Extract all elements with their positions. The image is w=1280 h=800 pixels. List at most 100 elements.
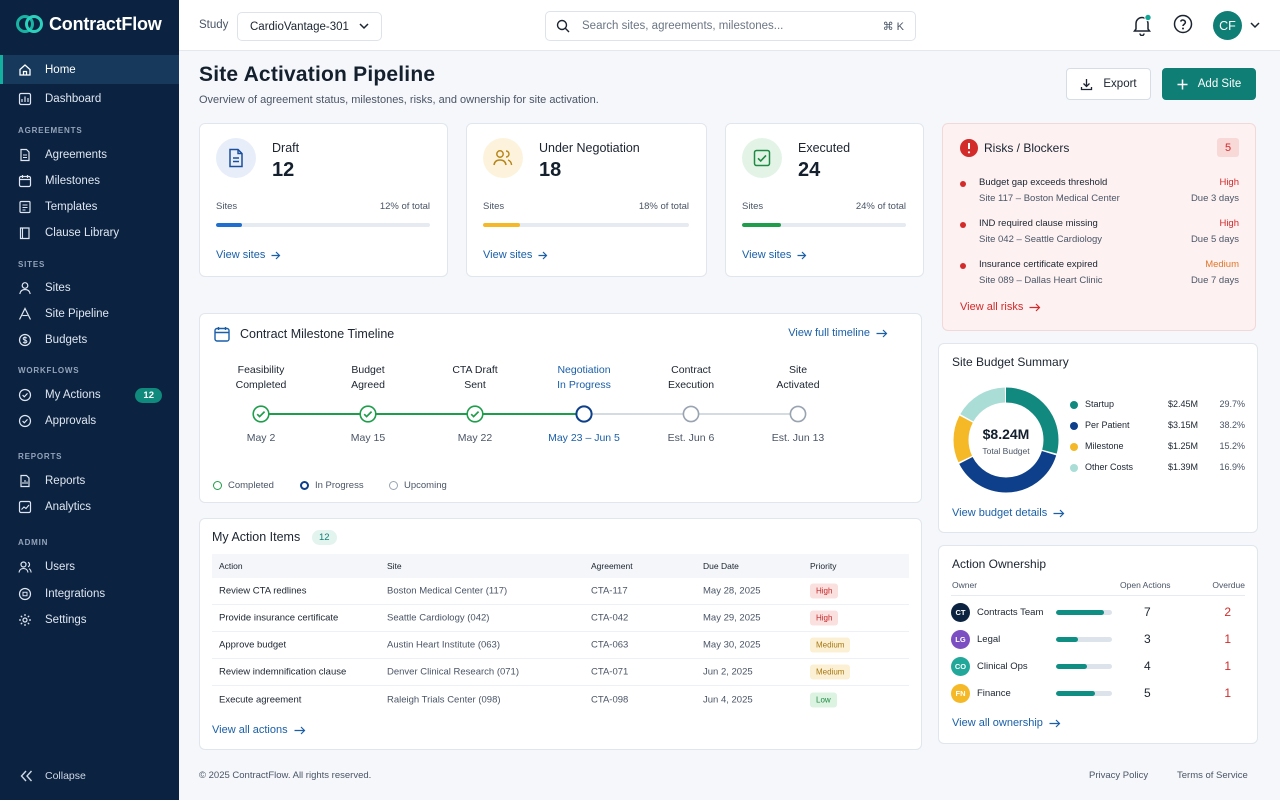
stat-title: Draft bbox=[272, 141, 300, 155]
legend-name: Other Costs bbox=[1085, 462, 1134, 472]
step-completed-check-icon[interactable] bbox=[252, 405, 270, 423]
timeline-line-completed bbox=[261, 413, 583, 415]
view-all-actions-link[interactable]: View all actions bbox=[212, 724, 306, 736]
view-all-risks-link[interactable]: View all risks bbox=[960, 301, 1041, 313]
timeline-step-date: May 23 – Jun 5 bbox=[548, 432, 620, 444]
bell-icon bbox=[1133, 14, 1152, 36]
section-label-agreements: AGREEMENTS bbox=[18, 126, 83, 135]
step-upcoming-icon[interactable] bbox=[682, 405, 700, 423]
stat-value: 18 bbox=[539, 159, 562, 181]
owner-open-actions: 3 bbox=[1144, 632, 1151, 646]
nav-dashboard[interactable]: Dashboard bbox=[0, 86, 179, 112]
book-icon bbox=[18, 226, 32, 240]
view-all-ownership-link[interactable]: View all ownership bbox=[952, 717, 1061, 729]
nav-analytics-label: Analytics bbox=[45, 501, 92, 513]
help-button[interactable] bbox=[1173, 14, 1193, 34]
privacy-policy-link[interactable]: Privacy Policy bbox=[1089, 770, 1149, 781]
owner-name: Legal bbox=[977, 634, 1001, 645]
nav-settings[interactable]: Settings bbox=[0, 607, 179, 633]
add-site-button[interactable]: Add Site bbox=[1162, 68, 1256, 100]
nav-site-pipeline[interactable]: Site Pipeline bbox=[0, 301, 179, 327]
view-full-timeline-link[interactable]: View full timeline bbox=[788, 327, 888, 339]
users-icon bbox=[18, 560, 32, 574]
dashboard-icon bbox=[18, 92, 32, 106]
owner-load-fill bbox=[1056, 664, 1087, 669]
stat-sites-label: Sites bbox=[742, 201, 764, 212]
step-upcoming-icon[interactable] bbox=[789, 405, 807, 423]
export-button[interactable]: Export bbox=[1066, 68, 1151, 100]
report-icon bbox=[18, 474, 32, 488]
legend-amount: $3.15M bbox=[1168, 420, 1199, 430]
nav-integrations[interactable]: Integrations bbox=[0, 581, 179, 607]
add-site-label: Add Site bbox=[1197, 78, 1242, 90]
view-sites-link[interactable]: View sites bbox=[742, 249, 807, 261]
priority-badge: High bbox=[810, 610, 839, 626]
nav-clause-library[interactable]: Clause Library bbox=[0, 220, 179, 246]
priority-badge: Medium bbox=[810, 664, 851, 680]
risk-item[interactable]: Budget gap exceeds threshold Site 117 – … bbox=[960, 177, 1239, 209]
risk-item[interactable]: Insurance certificate expired Site 089 –… bbox=[960, 259, 1239, 291]
donut-slice-startup[interactable] bbox=[953, 387, 1059, 493]
legend-amount: $1.25M bbox=[1168, 441, 1199, 451]
view-sites-link[interactable]: View sites bbox=[483, 249, 548, 261]
timeline-step-date: Est. Jun 6 bbox=[667, 432, 715, 444]
legend-swatch bbox=[1070, 443, 1078, 451]
step-completed-check-icon[interactable] bbox=[359, 405, 377, 423]
legend-swatch bbox=[1070, 464, 1078, 472]
table-row[interactable]: Review CTA redlines Boston Medical Cente… bbox=[212, 578, 909, 605]
terms-of-service-link[interactable]: Terms of Service bbox=[1177, 770, 1248, 781]
nav-my-actions[interactable]: My Actions 12 bbox=[0, 382, 179, 408]
view-budget-details-link[interactable]: View budget details bbox=[952, 507, 1065, 519]
budget-title: Site Budget Summary bbox=[952, 355, 1069, 369]
study-select[interactable]: CardioVantage-301 bbox=[237, 12, 382, 41]
step-completed-check-icon[interactable] bbox=[466, 405, 484, 423]
table-row[interactable]: Review indemnification clause Denver Cli… bbox=[212, 659, 909, 686]
chevron-down-icon bbox=[1250, 22, 1260, 29]
account-menu-button[interactable] bbox=[1250, 22, 1260, 29]
collapse-sidebar-button[interactable]: Collapse bbox=[20, 770, 86, 782]
search-input[interactable] bbox=[582, 20, 862, 32]
donut-slice-milestone[interactable] bbox=[953, 387, 1059, 493]
risks-title: Risks / Blockers bbox=[984, 141, 1070, 155]
nav-analytics[interactable]: Analytics bbox=[0, 494, 179, 520]
nav-templates[interactable]: Templates bbox=[0, 194, 179, 220]
nav-reports[interactable]: Reports bbox=[0, 468, 179, 494]
cell-action: Review indemnification clause bbox=[219, 666, 347, 678]
nav-home[interactable]: Home bbox=[0, 55, 179, 84]
nav-sites[interactable]: Sites bbox=[0, 275, 179, 301]
nav-users-label: Users bbox=[45, 561, 76, 573]
ownership-row[interactable]: CO Clinical Ops 4 1 bbox=[951, 653, 1245, 680]
app-logo[interactable]: ContractFlow bbox=[16, 13, 162, 35]
ownership-row[interactable]: CT Contracts Team 7 2 bbox=[951, 599, 1245, 626]
nav-agreements[interactable]: Agreements bbox=[0, 142, 179, 168]
legend-upcoming: Upcoming bbox=[389, 480, 447, 491]
risk-site: Site 089 – Dallas Heart Clinic bbox=[979, 275, 1103, 286]
donut-slice-per-patient[interactable] bbox=[953, 387, 1059, 493]
view-sites-link[interactable]: View sites bbox=[216, 249, 281, 261]
user-avatar[interactable]: CF bbox=[1213, 11, 1242, 40]
column-header-agreement: Agreement bbox=[591, 561, 633, 571]
table-row[interactable]: Provide insurance certificate Seattle Ca… bbox=[212, 605, 909, 632]
step-label-line2: Sent bbox=[464, 379, 486, 391]
ownership-title: Action Ownership bbox=[952, 557, 1047, 571]
nav-users[interactable]: Users bbox=[0, 554, 179, 580]
table-row[interactable]: Execute agreement Raleigh Trials Center … bbox=[212, 686, 909, 713]
step-in-progress-icon[interactable] bbox=[575, 405, 593, 423]
app-name: ContractFlow bbox=[49, 13, 162, 34]
table-row[interactable]: Approve budget Austin Heart Institute (0… bbox=[212, 632, 909, 659]
owner-load-fill bbox=[1056, 637, 1079, 642]
owner-overdue: 2 bbox=[1224, 605, 1231, 619]
nav-approvals[interactable]: Approvals bbox=[0, 408, 179, 434]
search-icon bbox=[556, 19, 570, 33]
nav-budgets[interactable]: Budgets bbox=[0, 327, 179, 353]
ownership-row[interactable]: LG Legal 3 1 bbox=[951, 626, 1245, 653]
notifications-button[interactable] bbox=[1132, 14, 1152, 36]
legend-in-progress-icon bbox=[300, 481, 309, 490]
risk-item[interactable]: IND required clause missing Site 042 – S… bbox=[960, 218, 1239, 250]
risk-title: Insurance certificate expired bbox=[979, 259, 1098, 270]
step-label-line1: Feasibility bbox=[237, 364, 285, 376]
search-box[interactable]: ⌘ K bbox=[545, 11, 916, 41]
nav-milestones[interactable]: Milestones bbox=[0, 168, 179, 194]
action-items-card: My Action Items 12 Action Site Agreement… bbox=[199, 518, 922, 750]
ownership-row[interactable]: FN Finance 5 1 bbox=[951, 680, 1245, 707]
